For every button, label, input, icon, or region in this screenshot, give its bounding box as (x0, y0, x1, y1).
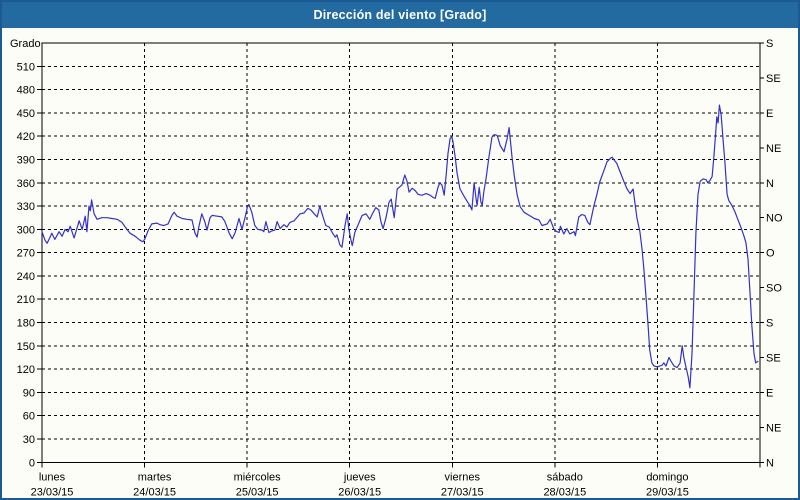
y-left-tick-label: 150 (17, 341, 35, 353)
x-day-date-label: 26/03/15 (338, 486, 381, 498)
x-day-name-label: viernes (445, 471, 481, 483)
y-left-tick-label: 90 (23, 387, 35, 399)
x-day-date-label: 27/03/15 (441, 486, 484, 498)
x-day-name-label: domingo (646, 471, 688, 483)
y-right-tick-label: S (766, 38, 773, 50)
y-left-tick-label: 420 (17, 131, 35, 143)
y-right-tick-label: E (766, 108, 773, 120)
y-right-tick-label: NE (766, 143, 781, 155)
y-right-tick-label: N (766, 178, 774, 190)
y-right-tick-label: S (766, 318, 773, 330)
y-left-tick-label: 180 (17, 318, 35, 330)
x-day-name-label: jueves (343, 471, 376, 483)
x-day-date-label: 29/03/15 (646, 486, 689, 498)
x-day-date-label: 23/03/15 (31, 486, 74, 498)
y-left-tick-label: 450 (17, 108, 35, 120)
x-day-date-label: 24/03/15 (133, 486, 176, 498)
x-day-name-label: lunes (39, 471, 66, 483)
y-left-tick-label: 120 (17, 364, 35, 376)
y-left-tick-label: 270 (17, 248, 35, 260)
y-right-tick-label: O (766, 248, 775, 260)
y-left-tick-label: 360 (17, 178, 35, 190)
x-day-date-label: 28/03/15 (543, 486, 586, 498)
chart-title-bar: Dirección del viento [Grado] (2, 2, 798, 28)
wind-direction-series-line (41, 104, 759, 389)
y-right-tick-label: NE (766, 422, 781, 434)
y-left-tick-label: 480 (17, 85, 35, 97)
chart-title: Dirección del viento [Grado] (313, 8, 487, 22)
y-right-tick-label: SE (766, 352, 781, 364)
y-axis-title: Grado (10, 38, 41, 50)
y-left-tick-label: 390 (17, 154, 35, 166)
y-left-tick-label: 240 (17, 271, 35, 283)
y-right-tick-label: N (766, 457, 774, 469)
y-left-tick-label: 60 (23, 411, 35, 423)
wind-direction-chart: 5104804504203903603303002702402101801501… (10, 38, 783, 498)
x-day-name-label: sábado (547, 471, 583, 483)
y-right-tick-label: E (766, 387, 773, 399)
y-left-tick-label: 300 (17, 224, 35, 236)
y-left-tick-label: 510 (17, 61, 35, 73)
y-left-tick-label: 30 (23, 434, 35, 446)
y-right-tick-label: SE (766, 73, 781, 85)
y-left-tick-label: 330 (17, 201, 35, 213)
plot-border (41, 42, 761, 463)
y-left-tick-label: 210 (17, 294, 35, 306)
x-day-name-label: martes (138, 471, 172, 483)
x-day-date-label: 25/03/15 (236, 486, 279, 498)
y-right-tick-label: NO (766, 213, 783, 225)
y-right-tick-label: SO (766, 283, 782, 295)
y-left-tick-label: 0 (29, 457, 35, 469)
x-day-name-label: miércoles (234, 471, 282, 483)
